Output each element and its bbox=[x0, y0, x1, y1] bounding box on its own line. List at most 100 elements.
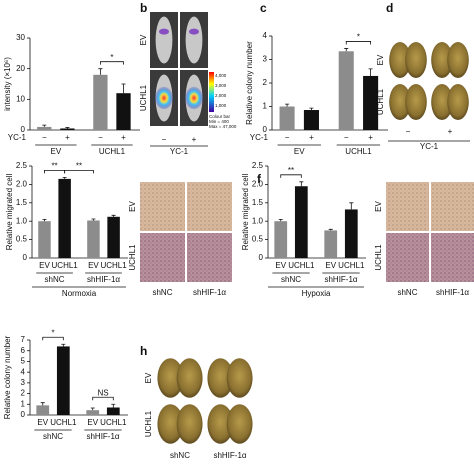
y-tick-label: 2 bbox=[263, 78, 268, 87]
bar bbox=[338, 51, 354, 130]
bar bbox=[87, 220, 100, 258]
error-bar bbox=[91, 218, 96, 221]
y-tick-label: 1 bbox=[21, 399, 26, 408]
row-label: UCHL1 bbox=[139, 84, 148, 111]
y-tick-label: 4 bbox=[21, 367, 26, 376]
bar bbox=[107, 216, 120, 258]
bar bbox=[93, 74, 108, 130]
signal bbox=[159, 28, 169, 35]
y-tick-label: 1 bbox=[263, 102, 268, 111]
group-label: shHIF-1α bbox=[87, 275, 120, 284]
significance-bracket bbox=[92, 396, 114, 401]
error-bar bbox=[42, 124, 47, 127]
error-bar bbox=[299, 181, 304, 187]
x-tick-label: UCHL1 bbox=[288, 261, 315, 270]
group-label: UCHL1 bbox=[345, 147, 372, 156]
group-label: UCHL1 bbox=[99, 147, 126, 156]
lung-image bbox=[157, 358, 184, 398]
column-label: + bbox=[192, 135, 197, 144]
colour-scale-label: 4,000 bbox=[215, 73, 227, 78]
y-tick-label: 4 bbox=[263, 31, 268, 40]
lung-image bbox=[405, 84, 427, 120]
y-axis-label: intensity (×10⁶) bbox=[3, 57, 12, 111]
error-bar bbox=[344, 48, 349, 52]
y-tick-label: 6 bbox=[21, 346, 26, 355]
bar bbox=[363, 75, 379, 130]
y-tick-label: 0.5 bbox=[16, 235, 28, 244]
x-tick-label: UCHL1 bbox=[100, 418, 127, 427]
x-tick-label: EV bbox=[37, 418, 48, 427]
panel-letter: c bbox=[260, 1, 267, 15]
column-label: + bbox=[448, 127, 453, 136]
bar bbox=[279, 106, 295, 130]
error-bar bbox=[121, 83, 126, 94]
x-tick-label: EV bbox=[88, 261, 99, 270]
x-tick-label: − bbox=[344, 133, 349, 142]
y-tick-label: 7 bbox=[21, 335, 26, 344]
y-tick-label: 1.5 bbox=[16, 198, 28, 207]
significance-label: ** bbox=[76, 162, 82, 171]
micrograph bbox=[187, 182, 232, 231]
significance-label: ** bbox=[51, 162, 57, 171]
row-label: UCHL1 bbox=[376, 88, 385, 115]
colour-bar bbox=[209, 72, 214, 112]
significance-bracket bbox=[280, 174, 302, 178]
row-label: EV bbox=[374, 201, 383, 212]
colour-scale-label: 2,000 bbox=[215, 93, 227, 98]
column-label: − bbox=[162, 135, 167, 144]
y-tick-label: 0 bbox=[259, 253, 264, 262]
significance-label: NS bbox=[97, 388, 108, 397]
column-label: shHIF-1α bbox=[213, 451, 246, 460]
group-label: EV bbox=[51, 147, 62, 156]
column-label: − bbox=[406, 127, 411, 136]
y-tick-label: 2.5 bbox=[252, 161, 264, 170]
x-tick-label: + bbox=[309, 133, 314, 142]
bar bbox=[37, 126, 52, 130]
colour-note: Colour bar bbox=[209, 114, 231, 119]
y-tick-label: 2.5 bbox=[16, 161, 28, 170]
x-tick-label: EV bbox=[275, 261, 286, 270]
bar bbox=[56, 346, 70, 415]
bar bbox=[116, 93, 131, 130]
lung-image bbox=[176, 404, 203, 444]
x-tick-label: UCHL1 bbox=[100, 261, 127, 270]
significance-bracket bbox=[44, 170, 66, 174]
mouse-image bbox=[155, 16, 173, 64]
lung-image bbox=[389, 84, 411, 120]
lung-image bbox=[431, 84, 453, 120]
y-tick-label: 0 bbox=[21, 125, 26, 134]
lung-image bbox=[207, 404, 234, 444]
x-tick-label: + bbox=[121, 133, 126, 142]
bar bbox=[303, 110, 319, 130]
error-bar bbox=[278, 218, 283, 222]
y-axis-label: Relative migrated cell bbox=[5, 174, 14, 251]
lung-image bbox=[226, 404, 253, 444]
significance-label: * bbox=[110, 53, 113, 62]
y-tick-label: 3 bbox=[21, 378, 26, 387]
column-label: shHIF-1α bbox=[436, 288, 469, 297]
row-label: UCHL1 bbox=[128, 244, 137, 271]
row-label: YC-1 bbox=[8, 133, 27, 142]
lung-image bbox=[157, 404, 184, 444]
x-label: YC-1 bbox=[170, 147, 189, 156]
micrograph bbox=[386, 182, 429, 231]
group-label: EV bbox=[294, 147, 305, 156]
y-tick-label: 1.0 bbox=[16, 216, 28, 225]
significance-label: * bbox=[51, 328, 54, 337]
panel-letter: d bbox=[386, 1, 393, 15]
x-tick-label: EV bbox=[87, 418, 98, 427]
lung-image bbox=[431, 42, 453, 78]
column-label: shNC bbox=[152, 288, 172, 297]
x-tick-label: EV bbox=[39, 261, 50, 270]
bar bbox=[58, 178, 71, 258]
x-tick-label: − bbox=[98, 133, 103, 142]
y-tick-label: 20 bbox=[16, 64, 25, 73]
bar bbox=[38, 221, 51, 258]
y-axis-label: Relative migrated cell bbox=[241, 174, 250, 251]
bar bbox=[324, 230, 338, 258]
y-tick-label: 1.5 bbox=[252, 198, 264, 207]
colour-note: Min = 400 bbox=[209, 119, 229, 124]
row-label: UCHL1 bbox=[374, 244, 383, 271]
y-tick-label: 0 bbox=[23, 253, 28, 262]
